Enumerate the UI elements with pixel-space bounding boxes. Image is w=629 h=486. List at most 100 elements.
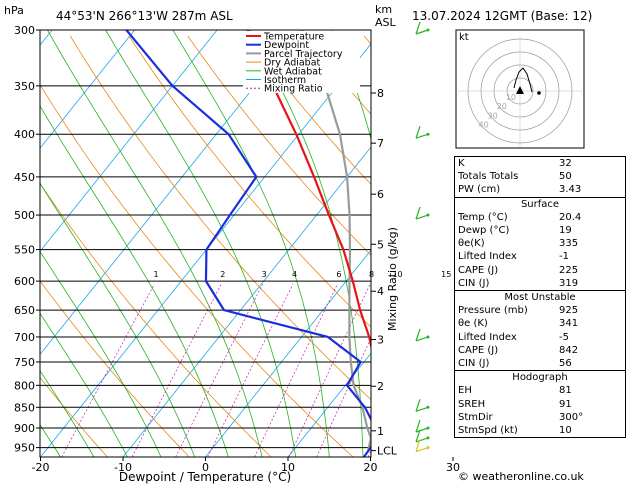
hodograph-trace <box>513 67 533 93</box>
legend-label: Dewpoint <box>264 40 309 51</box>
pressure-tick-label: 700 <box>14 331 35 344</box>
profiles <box>125 30 371 457</box>
altitude-tick-label: 5 <box>377 238 384 251</box>
hodo-label: SREH <box>458 398 486 410</box>
mixing-ratio-label: 3 <box>262 270 267 279</box>
pressure-tick-label: 650 <box>14 304 35 317</box>
wind-barb-flag <box>415 429 421 443</box>
altitude-tick-label: 8 <box>377 87 384 100</box>
mu-value: 56 <box>559 358 572 370</box>
mu-label: CAPE (J) <box>458 344 499 356</box>
wind-barb <box>415 427 429 433</box>
pressure-tick-label: 850 <box>14 401 35 414</box>
wind-barb-dot <box>426 132 430 136</box>
mu-value: 925 <box>559 305 579 317</box>
wind-barb <box>415 214 429 220</box>
isotherm-line <box>40 30 300 356</box>
altitude-tick-label: 7 <box>377 137 384 150</box>
dry-adiabat-line <box>69 35 371 401</box>
hodo-value: 10 <box>559 425 572 437</box>
dry-adiabat-line <box>40 280 190 457</box>
hodo-value: 91 <box>559 398 572 410</box>
mixing-ratio-label: 4 <box>292 270 297 279</box>
legend-label: Dry Adiabat <box>264 58 321 69</box>
wind-barb-flag <box>415 206 421 220</box>
wet-adiabat-line <box>40 312 128 457</box>
hodograph-point <box>537 91 541 95</box>
mu-label: Lifted Index <box>458 331 517 343</box>
surface-value: 20.4 <box>559 211 582 223</box>
location-label: 44°53'N 266°13'W 287m ASL <box>56 9 233 23</box>
wet-adiabat-line <box>47 30 263 457</box>
wind-barb-dot <box>426 213 430 217</box>
dewpoint-line <box>125 30 371 457</box>
credit-text: © weatheronline.co.uk <box>458 470 584 483</box>
wind-barb-dot <box>426 436 430 440</box>
wind-barb-flag <box>415 439 421 452</box>
hodograph-ring-label: 40 <box>479 120 489 129</box>
hodograph-kt-label: kt <box>459 32 469 43</box>
indices-label: K <box>458 158 465 169</box>
indices-label: Totals Totals <box>458 171 519 183</box>
pressure-tick-label: 550 <box>14 244 35 257</box>
mixing-ratio-line <box>316 337 371 457</box>
altitude-tick-label: 4 <box>377 285 384 298</box>
dry-adiabat-line <box>40 182 272 457</box>
surface-label: Dewp (°C) <box>458 225 510 237</box>
wind-barb-dot <box>426 426 430 430</box>
wind-barb <box>415 336 429 342</box>
pressure-tick-label: 900 <box>14 422 35 435</box>
surface-value: 319 <box>559 277 579 289</box>
wind-barb <box>415 447 429 453</box>
temperature-tick-label: 20 <box>364 461 378 474</box>
mu-label: CIN (J) <box>458 358 490 370</box>
hodo-value: 81 <box>559 385 572 397</box>
wind-barb-dot <box>426 335 430 339</box>
mu-value: 842 <box>559 344 579 356</box>
pressure-tick-label: 500 <box>14 209 35 222</box>
altitude-tick-label: 1 <box>377 425 384 438</box>
isotherm-line <box>40 30 135 149</box>
wind-barb <box>415 29 429 35</box>
wind-barb-dot <box>426 405 430 409</box>
axes: 3003504004505005506006507007508008509009… <box>14 24 460 474</box>
surface-value: 335 <box>559 238 579 250</box>
mixing-ratio-label: 1 <box>153 270 158 279</box>
background-lines <box>40 30 439 457</box>
mu-value: 341 <box>559 318 579 330</box>
altitude-tick-label: 3 <box>377 334 384 347</box>
legend-label: Parcel Trajectory <box>264 49 343 60</box>
hodo-label: EH <box>458 385 472 397</box>
hodograph-ring-label: 10 <box>506 93 516 102</box>
isotherm-line <box>122 146 371 457</box>
mixing-ratio-label: 15 <box>441 270 451 279</box>
indices-value: 3.43 <box>559 184 582 196</box>
wind-barb-flag <box>415 21 421 35</box>
surface-value: 19 <box>559 225 572 237</box>
wind-barb <box>415 437 429 443</box>
mixing-ratio-label: 6 <box>336 270 341 279</box>
surface-label: CIN (J) <box>458 277 490 289</box>
mu-label: θe (K) <box>458 318 488 330</box>
mixing-ratio-line <box>254 283 338 457</box>
indices-row-k: K 32 <box>455 157 625 170</box>
mixing-ratio-label: 8 <box>369 270 374 279</box>
temperature-tick-label: 10 <box>281 461 295 474</box>
dry-adiabat-line <box>246 35 371 186</box>
surface-title: Surface <box>520 198 560 210</box>
legend-box <box>243 31 360 93</box>
x-axis-label: Dewpoint / Temperature (°C) <box>119 470 291 484</box>
wind-barb <box>415 133 429 139</box>
mixing-ratio-line <box>207 283 294 457</box>
wet-adiabat-line <box>414 30 439 457</box>
wet-adiabat-line <box>40 250 162 457</box>
mixing-ratio-line <box>288 283 371 457</box>
indices-value: 50 <box>559 171 572 183</box>
indices-panel: K 32 Totals Totals 50 PW (cm) 3.43 Surface … <box>454 156 626 439</box>
hodograph-ring-label: 20 <box>497 102 507 111</box>
dry-adiabat-line <box>40 83 354 457</box>
altitude-tick-label: LCL <box>377 445 398 458</box>
